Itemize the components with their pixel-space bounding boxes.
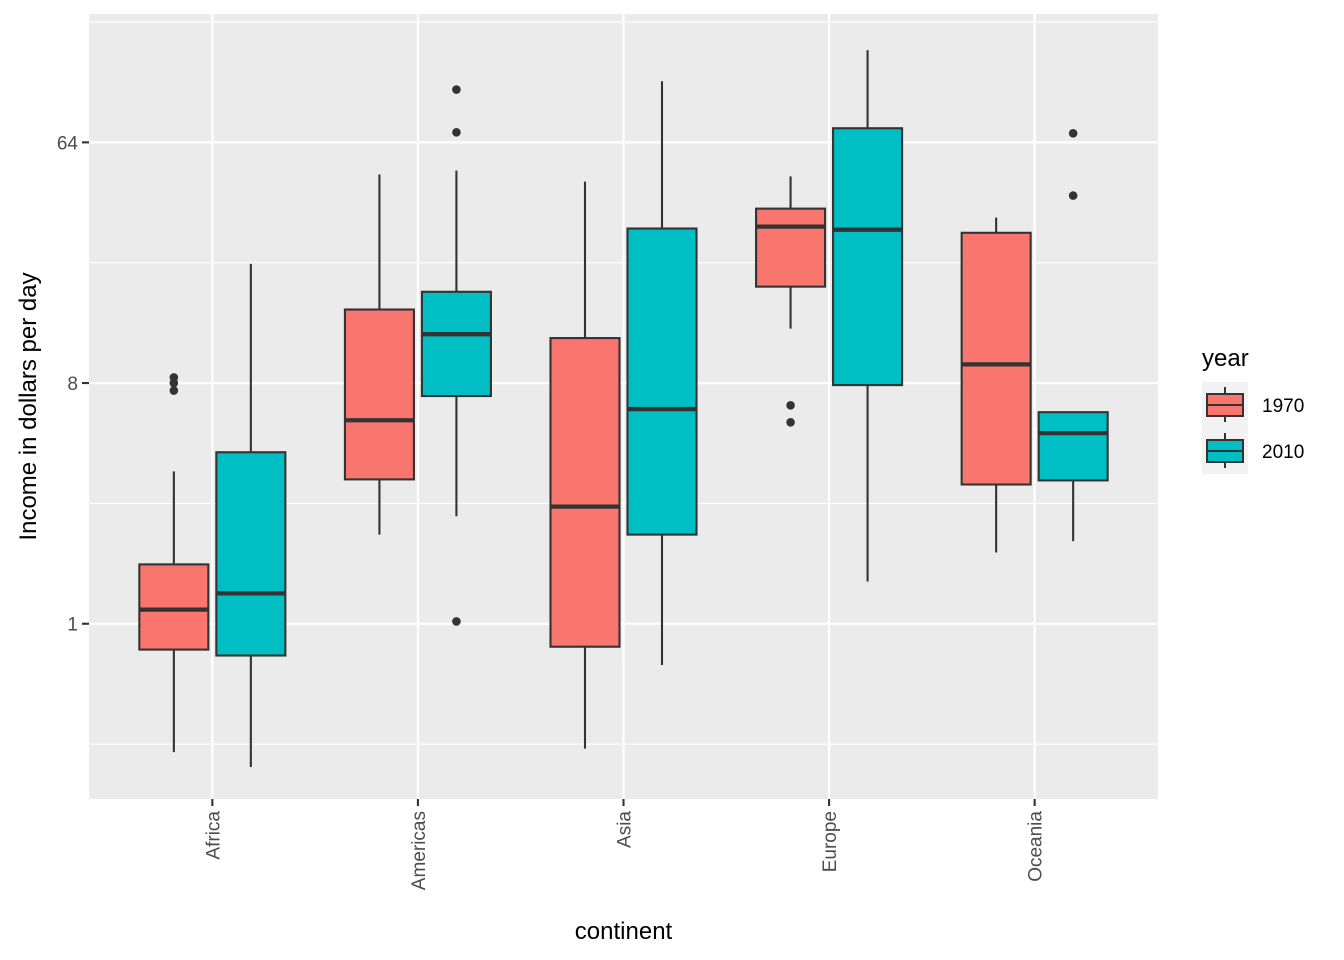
outlier-point xyxy=(786,401,795,410)
x-tick-label: Asia xyxy=(615,811,636,848)
box-africa-1970 xyxy=(138,373,210,753)
box-americas-1970 xyxy=(343,174,415,535)
legend-item-1970: 1970 xyxy=(1202,382,1304,428)
x-tick-label: Africa xyxy=(203,811,224,860)
box-oceania-1970 xyxy=(960,217,1032,553)
x-axis-title: continent xyxy=(575,918,673,945)
box-americas-2010 xyxy=(420,85,492,626)
iqr-box xyxy=(215,451,287,657)
legend-item-2010: 2010 xyxy=(1202,428,1304,474)
y-tick-label: 64 xyxy=(57,133,79,154)
legend-label: 1970 xyxy=(1262,396,1304,417)
iqr-box xyxy=(960,231,1032,486)
outlier-point xyxy=(1068,129,1078,138)
boxes-layer xyxy=(138,50,1109,768)
iqr-box xyxy=(343,308,415,481)
iqr-box xyxy=(420,290,492,398)
x-axis: Africa Americas Asia Europe Oceania xyxy=(203,799,1047,890)
box-africa-2010 xyxy=(215,263,287,768)
iqr-box xyxy=(1037,411,1109,482)
box-asia-1970 xyxy=(549,181,621,749)
box-europe-1970 xyxy=(755,176,827,427)
x-tick-label: Oceania xyxy=(1026,811,1047,882)
x-tick-label: Americas xyxy=(409,811,430,890)
iqr-box xyxy=(549,337,621,648)
outlier-point xyxy=(786,417,795,427)
legend-title: year xyxy=(1202,345,1249,372)
box-oceania-2010 xyxy=(1037,129,1109,542)
legend-label: 2010 xyxy=(1262,442,1304,463)
iqr-box xyxy=(138,563,210,651)
iqr-box xyxy=(832,127,904,387)
iqr-box xyxy=(755,207,827,288)
outlier-point xyxy=(169,373,179,382)
legend: year 1970 2010 xyxy=(1202,345,1304,474)
box-europe-2010 xyxy=(832,50,904,582)
x-tick-label: Europe xyxy=(820,811,841,872)
outlier-point xyxy=(452,617,461,626)
outlier-point xyxy=(452,85,461,94)
outlier-point xyxy=(1068,191,1078,200)
y-axis-title: Income in dollars per day xyxy=(15,272,42,540)
major-gridlines xyxy=(89,14,1158,799)
iqr-box xyxy=(626,227,698,536)
outlier-point xyxy=(452,128,461,137)
box-asia-2010 xyxy=(626,81,698,666)
y-tick-label: 8 xyxy=(67,374,78,395)
y-tick-label: 1 xyxy=(67,615,78,636)
outlier-point xyxy=(169,386,179,395)
